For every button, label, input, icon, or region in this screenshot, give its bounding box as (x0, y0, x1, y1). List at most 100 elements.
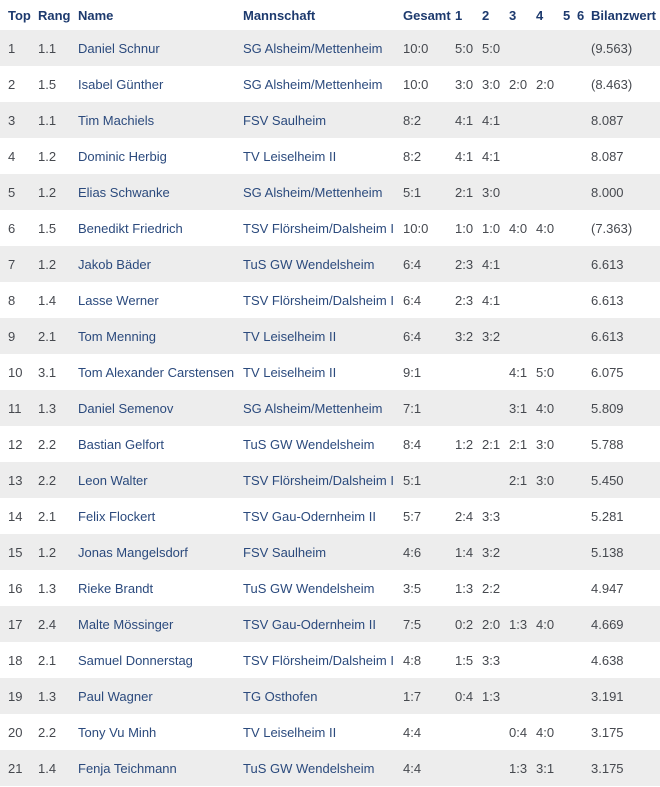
cell-round-6 (569, 102, 583, 138)
cell-round-1: 3:2 (455, 328, 474, 344)
cell-top: 6 (8, 220, 16, 236)
player-name-link[interactable]: Lasse Werner (78, 292, 159, 308)
cell-round-5 (555, 174, 569, 210)
cell-name: Dominic Herbig (70, 138, 235, 174)
cell-round-1: 1:3 (455, 580, 474, 596)
cell-mannschaft: FSV Saulheim (235, 534, 395, 570)
team-link[interactable]: SG Alsheim/Mettenheim (243, 40, 383, 56)
team-link[interactable]: TSV Flörsheim/Dalsheim II (243, 472, 395, 488)
table-row: 8 1.4 Lasse Werner TSV Flörsheim/Dalshei… (0, 282, 660, 318)
cell-top: 3 (8, 112, 16, 128)
team-link[interactable]: TV Leiselheim II (243, 364, 337, 380)
cell-round-6 (569, 498, 583, 534)
cell-round-3: 2:1 (509, 436, 528, 452)
cell-round-3 (501, 174, 528, 210)
player-name-link[interactable]: Fenja Teichmann (78, 760, 177, 776)
cell-round-3: 3:1 (509, 400, 528, 416)
player-name-link[interactable]: Rieke Brandt (78, 580, 154, 596)
player-name-link[interactable]: Daniel Schnur (78, 40, 160, 56)
cell-round-4: 3:0 (536, 436, 555, 452)
cell-round-5 (555, 570, 569, 606)
cell-round-4 (528, 534, 555, 570)
team-link[interactable]: FSV Saulheim (243, 112, 327, 128)
cell-round-3 (501, 642, 528, 678)
cell-round-1: 1:5 (455, 652, 474, 668)
cell-gesamt: 10:0 (403, 40, 429, 56)
cell-round-3 (501, 498, 528, 534)
cell-round-4 (528, 642, 555, 678)
team-link[interactable]: TSV Gau-Odernheim II (243, 616, 376, 632)
team-link[interactable]: FSV Saulheim (243, 544, 327, 560)
player-name-link[interactable]: Samuel Donnerstag (78, 652, 193, 668)
cell-round-6 (569, 462, 583, 498)
team-link[interactable]: TuS GW Wendelsheim (243, 760, 375, 776)
cell-mannschaft: TV Leiselheim II (235, 354, 395, 390)
player-name-link[interactable]: Tom Alexander Carstensen (78, 364, 235, 380)
player-name-link[interactable]: Paul Wagner (78, 688, 153, 704)
cell-rang: 2.2 (38, 436, 57, 452)
cell-round-5 (555, 678, 569, 714)
team-link[interactable]: SG Alsheim/Mettenheim (243, 184, 383, 200)
team-link[interactable]: TSV Flörsheim/Dalsheim II (243, 292, 395, 308)
cell-rang: 2.2 (38, 724, 57, 740)
cell-round-1: 2:1 (455, 184, 474, 200)
team-link[interactable]: SG Alsheim/Mettenheim (243, 400, 383, 416)
table-row: 21 1.4 Fenja Teichmann TuS GW Wendelshei… (0, 750, 660, 786)
player-name-link[interactable]: Benedikt Friedrich (78, 220, 183, 236)
player-name-link[interactable]: Malte Mössinger (78, 616, 174, 632)
column-header-round-6: 6 (577, 7, 585, 23)
cell-top: 12 (8, 436, 23, 452)
cell-round-1: 1:2 (455, 436, 474, 452)
cell-bilanzwert: 3.191 (591, 688, 624, 704)
cell-round-6 (569, 426, 583, 462)
cell-bilanzwert: 4.638 (591, 652, 624, 668)
cell-gesamt: 6:4 (403, 328, 422, 344)
player-name-link[interactable]: Felix Flockert (78, 508, 156, 524)
player-name-link[interactable]: Elias Schwanke (78, 184, 170, 200)
cell-round-2: 1:0 (482, 220, 501, 236)
cell-name: Daniel Schnur (70, 30, 235, 66)
cell-top: 17 (8, 616, 23, 632)
team-link[interactable]: TSV Gau-Odernheim II (243, 508, 376, 524)
cell-mannschaft: TG Osthofen (235, 678, 395, 714)
team-link[interactable]: TG Osthofen (243, 688, 318, 704)
cell-round-6 (569, 66, 583, 102)
cell-gesamt: 4:8 (403, 652, 422, 668)
team-link[interactable]: TuS GW Wendelsheim (243, 580, 375, 596)
cell-round-5 (555, 66, 569, 102)
player-name-link[interactable]: Leon Walter (78, 472, 148, 488)
team-link[interactable]: TV Leiselheim II (243, 724, 337, 740)
team-link[interactable]: TV Leiselheim II (243, 148, 337, 164)
player-name-link[interactable]: Daniel Semenov (78, 400, 174, 416)
team-link[interactable]: TuS GW Wendelsheim (243, 436, 375, 452)
cell-mannschaft: TuS GW Wendelsheim (235, 570, 395, 606)
player-name-link[interactable]: Tom Menning (78, 328, 157, 344)
player-name-link[interactable]: Bastian Gelfort (78, 436, 164, 452)
player-name-link[interactable]: Tim Machiels (78, 112, 155, 128)
cell-mannschaft: TSV Flörsheim/Dalsheim II (235, 210, 395, 246)
cell-bilanzwert: 5.450 (591, 472, 624, 488)
player-name-link[interactable]: Jakob Bäder (78, 256, 151, 272)
team-link[interactable]: SG Alsheim/Mettenheim (243, 76, 383, 92)
team-link[interactable]: TV Leiselheim II (243, 328, 337, 344)
team-link[interactable]: TSV Flörsheim/Dalsheim II (243, 652, 395, 668)
cell-round-3: 0:4 (509, 724, 528, 740)
table-row: 9 2.1 Tom Menning TV Leiselheim II 6:4 3… (0, 318, 660, 354)
player-name-link[interactable]: Dominic Herbig (78, 148, 167, 164)
table-row: 6 1.5 Benedikt Friedrich TSV Flörsheim/D… (0, 210, 660, 246)
player-name-link[interactable]: Tony Vu Minh (78, 724, 157, 740)
table-row: 1 1.1 Daniel Schnur SG Alsheim/Mettenhei… (0, 30, 660, 66)
cell-round-5 (555, 282, 569, 318)
cell-bilanzwert: (8.463) (591, 76, 633, 92)
player-name-link[interactable]: Jonas Mangelsdorf (78, 544, 188, 560)
cell-round-4: 4:0 (536, 616, 555, 632)
column-header-round-2: 2 (482, 7, 490, 23)
team-link[interactable]: TSV Flörsheim/Dalsheim II (243, 220, 395, 236)
player-name-link[interactable]: Isabel Günther (78, 76, 164, 92)
cell-gesamt: 7:5 (403, 616, 422, 632)
cell-rang: 1.5 (38, 76, 57, 92)
cell-round-4: 3:0 (536, 472, 555, 488)
team-link[interactable]: TuS GW Wendelsheim (243, 256, 375, 272)
cell-rang: 1.2 (38, 544, 57, 560)
cell-top: 16 (8, 580, 23, 596)
